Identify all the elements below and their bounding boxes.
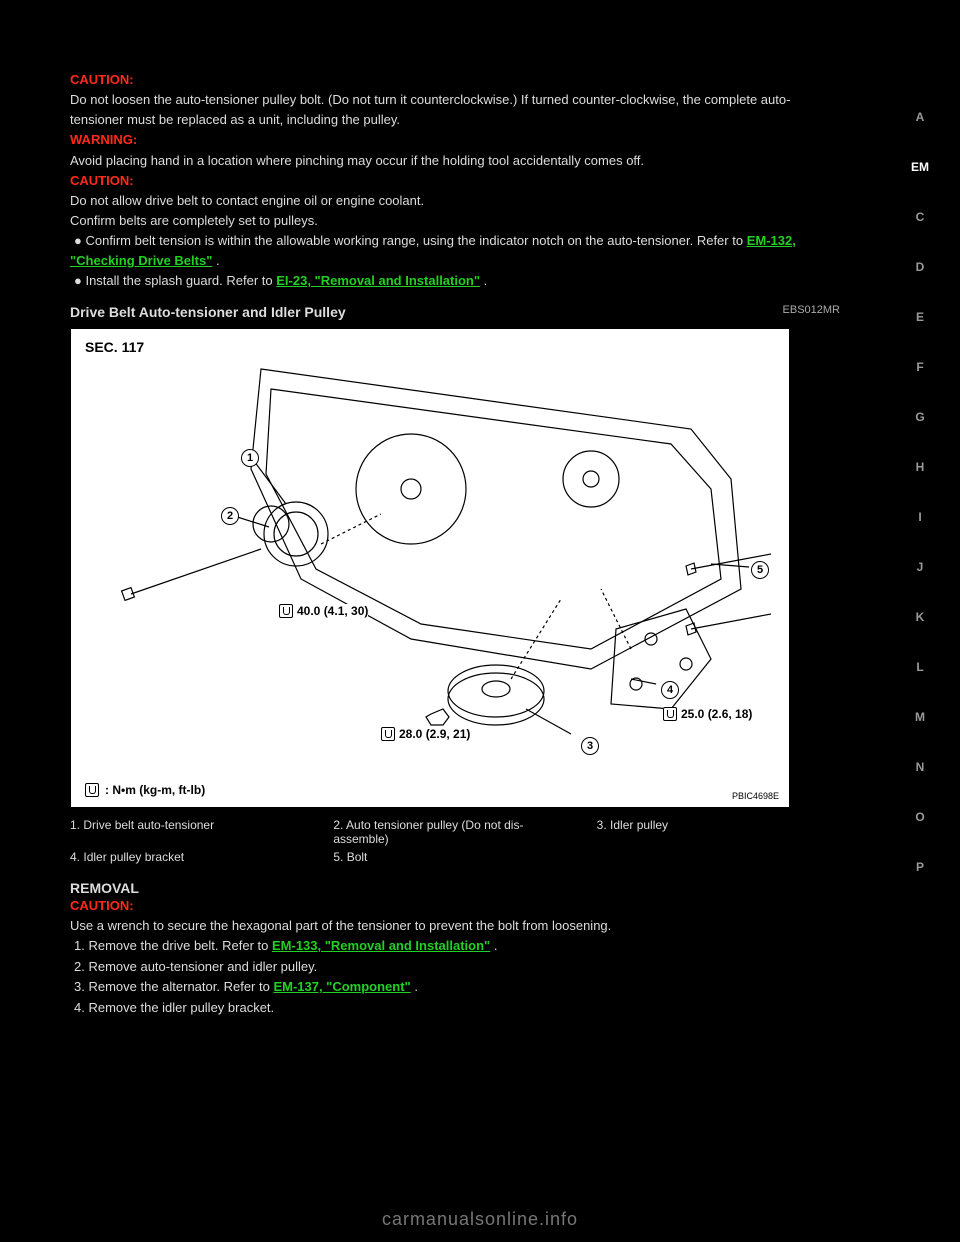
removal-caution-label: CAUTION: <box>70 898 134 913</box>
sidebar-item[interactable]: M <box>915 710 925 724</box>
body-block: CAUTION: Do not loosen the auto-tensione… <box>70 70 840 292</box>
sidebar-item[interactable]: E <box>916 310 924 324</box>
sidebar-item[interactable]: O <box>915 810 924 824</box>
sidebar-item[interactable]: G <box>915 410 924 424</box>
callout-3: 3 <box>581 737 599 755</box>
sidebar-item[interactable]: C <box>916 210 925 224</box>
sidebar-item[interactable]: J <box>917 560 924 574</box>
sidebar-item[interactable]: F <box>916 360 923 374</box>
torque-1: 40.0 (4.1, 30) <box>279 604 368 618</box>
caution-label-2: CAUTION: <box>70 173 134 188</box>
step-3: 3. Remove the alternator. Refer to EM-13… <box>74 977 840 998</box>
sidebar-item[interactable]: L <box>916 660 923 674</box>
bullet-1: ● Confirm belt tension is within the all… <box>70 233 796 268</box>
caution-text-1: Do not loosen the auto-tensioner pulley … <box>70 92 790 127</box>
removal-heading: REMOVAL <box>70 880 840 896</box>
sidebar-item[interactable]: P <box>916 860 924 874</box>
warning-text: Avoid placing hand in a location where p… <box>70 153 644 168</box>
warning-label: WARNING: <box>70 132 137 147</box>
section-sidebar: A EM C D E F G H I J K L M N O P <box>904 110 936 874</box>
removal-caution: CAUTION: Use a wrench to secure the hexa… <box>70 896 840 936</box>
callout-4: 4 <box>661 681 679 699</box>
caution-label-1: CAUTION: <box>70 72 134 87</box>
torque-legend-text: : N•m (kg-m, ft-lb) <box>105 783 205 797</box>
torque-icon <box>85 783 99 797</box>
sidebar-item[interactable]: N <box>916 760 925 774</box>
sidebar-item[interactable]: A <box>916 110 925 124</box>
step-4: 4. Remove the idler pulley bracket. <box>74 998 840 1019</box>
torque-icon <box>279 604 293 618</box>
removal-caution-text: Use a wrench to secure the hexagonal par… <box>70 918 611 933</box>
removal-steps: 1. Remove the drive belt. Refer to EM-13… <box>74 936 840 1019</box>
link-em133[interactable]: EM-133, "Removal and Installation" <box>272 938 490 953</box>
section2-title: Drive Belt Auto-tensioner and Idler Pull… <box>70 304 346 320</box>
watermark: carmanualsonline.info <box>0 1209 960 1230</box>
sidebar-item[interactable]: H <box>916 460 925 474</box>
caution-text-2b: Confirm belts are completely set to pull… <box>70 213 318 228</box>
diagram: SEC. 117 <box>70 328 790 808</box>
sidebar-item[interactable]: EM <box>911 160 929 174</box>
callout-5: 5 <box>751 561 769 579</box>
legend-table: 1. Drive belt auto-tensioner 2. Auto ten… <box>70 818 840 864</box>
torque-icon <box>663 707 677 721</box>
bullet-2: ● Install the splash guard. Refer to EI-… <box>74 273 487 288</box>
section2-heading: Drive Belt Auto-tensioner and Idler Pull… <box>70 304 840 320</box>
legend-item: 5. Bolt <box>333 850 576 864</box>
callout-2: 2 <box>221 507 239 525</box>
sidebar-item[interactable]: D <box>916 260 925 274</box>
link-ei23[interactable]: EI-23, "Removal and Installation" <box>276 273 480 288</box>
legend-item: 4. Idler pulley bracket <box>70 850 313 864</box>
legend-item: 2. Auto tensioner pulley (Do not dis-ass… <box>333 818 576 846</box>
sidebar-item[interactable]: K <box>916 610 925 624</box>
legend-item: 3. Idler pulley <box>597 818 840 846</box>
link-em137[interactable]: EM-137, "Component" <box>273 979 410 994</box>
step-2: 2. Remove auto-tensioner and idler pulle… <box>74 957 840 978</box>
section2-code: EBS012MR <box>783 304 840 316</box>
torque-icon <box>381 727 395 741</box>
page-content: CAUTION: Do not loosen the auto-tensione… <box>70 70 840 1019</box>
torque-2: 28.0 (2.9, 21) <box>381 727 470 741</box>
step-1: 1. Remove the drive belt. Refer to EM-13… <box>74 936 840 957</box>
caution-text-2a: Do not allow drive belt to contact engin… <box>70 193 424 208</box>
torque-3: 25.0 (2.6, 18) <box>663 707 752 721</box>
sidebar-item[interactable]: I <box>918 510 921 524</box>
callout-1: 1 <box>241 449 259 467</box>
legend-item: 1. Drive belt auto-tensioner <box>70 818 313 846</box>
diagram-figcode: PBIC4698E <box>732 791 779 801</box>
torque-legend: : N•m (kg-m, ft-lb) <box>85 783 205 797</box>
